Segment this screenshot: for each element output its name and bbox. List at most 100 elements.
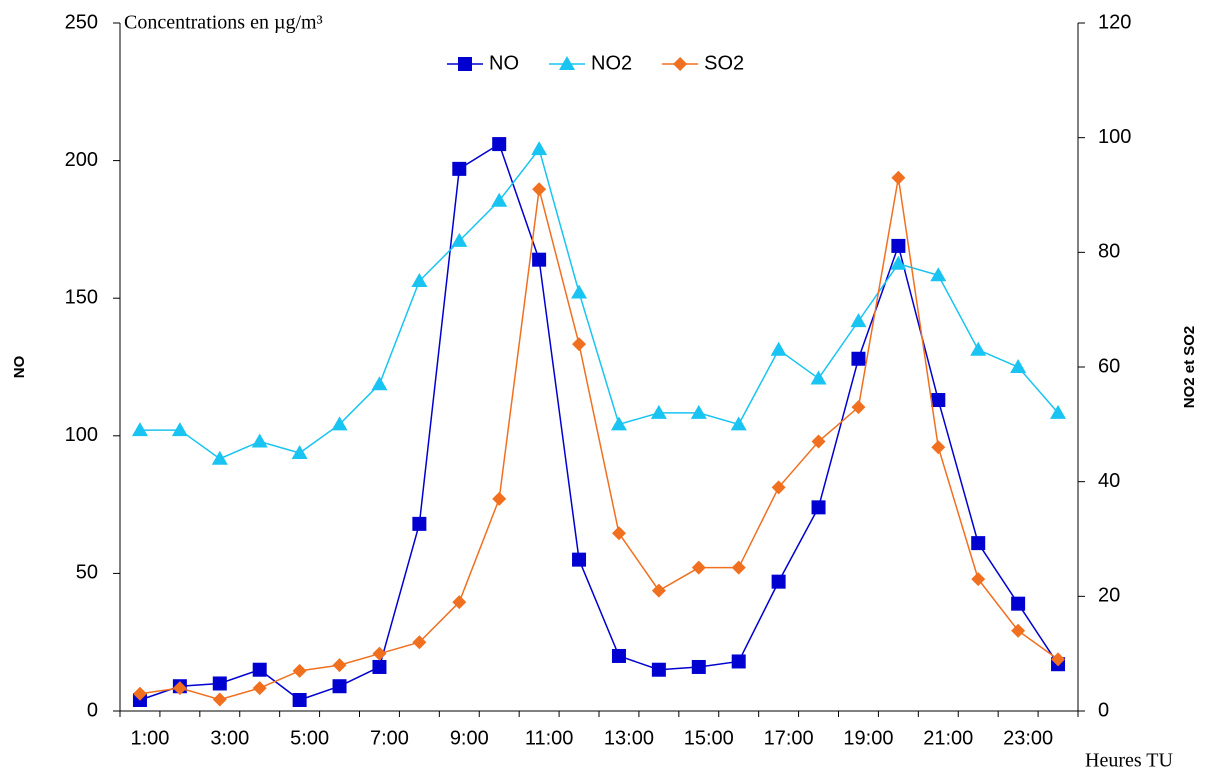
- marker: [372, 659, 387, 674]
- marker: [331, 416, 348, 431]
- marker: [971, 572, 986, 587]
- marker: [651, 662, 666, 677]
- marker: [411, 273, 428, 287]
- marker: [690, 404, 707, 419]
- x-tick-label: 19:00: [843, 727, 893, 749]
- y-tick-label: 150: [65, 286, 98, 308]
- marker: [730, 416, 747, 431]
- x-tick-label: 15:00: [684, 727, 734, 749]
- y2-tick-label: 20: [1098, 585, 1120, 607]
- marker: [372, 646, 387, 661]
- marker: [1011, 623, 1026, 638]
- legend-label: NO: [489, 52, 519, 74]
- marker: [691, 560, 706, 575]
- marker: [851, 400, 866, 415]
- y-tick-label: 0: [87, 699, 98, 721]
- marker: [691, 659, 706, 674]
- marker: [171, 422, 188, 437]
- y-tick-label: 100: [65, 424, 98, 446]
- marker: [810, 370, 827, 385]
- x-tick-label: 3:00: [210, 727, 249, 749]
- legend-marker: [673, 57, 688, 71]
- legend-label: NO2: [591, 52, 632, 74]
- legend-marker: [458, 57, 472, 71]
- marker: [611, 526, 626, 541]
- marker: [1011, 596, 1026, 611]
- marker: [731, 560, 746, 575]
- marker: [451, 232, 468, 247]
- marker: [371, 376, 388, 391]
- y-tick-label: 250: [65, 11, 98, 33]
- x-tick-label: 7:00: [370, 727, 409, 749]
- marker: [292, 692, 307, 707]
- marker: [651, 583, 666, 598]
- marker: [1051, 652, 1066, 667]
- marker: [930, 267, 947, 282]
- y2-tick-label: 120: [1098, 11, 1131, 33]
- marker: [731, 654, 746, 669]
- marker: [492, 137, 507, 152]
- marker: [252, 681, 267, 696]
- x-tick-label: 5:00: [290, 727, 329, 749]
- marker: [771, 480, 786, 495]
- y2-tick-label: 40: [1098, 470, 1120, 492]
- marker: [532, 252, 547, 267]
- marker: [332, 658, 347, 673]
- x-tick-label: 13:00: [604, 727, 654, 749]
- marker: [132, 686, 147, 701]
- series-line: [139, 177, 1059, 701]
- series-line: [139, 142, 1059, 701]
- marker: [851, 351, 866, 366]
- marker: [291, 445, 308, 459]
- marker: [771, 574, 786, 589]
- marker: [131, 422, 148, 437]
- x-tick-label: 21:00: [923, 727, 973, 749]
- marker: [811, 500, 826, 515]
- marker: [931, 393, 946, 408]
- marker: [890, 255, 907, 270]
- marker: [1010, 359, 1027, 373]
- marker: [971, 536, 986, 551]
- marker: [650, 404, 667, 419]
- x-tick-label: 9:00: [450, 727, 489, 749]
- marker: [251, 433, 268, 448]
- x-tick-label: 11:00: [525, 727, 574, 749]
- marker: [212, 676, 227, 691]
- marker: [332, 679, 347, 694]
- marker: [452, 161, 467, 176]
- y2-tick-label: 60: [1098, 355, 1120, 377]
- marker: [292, 663, 307, 678]
- marker: [891, 238, 906, 253]
- marker: [770, 341, 787, 356]
- marker: [931, 440, 946, 455]
- legend-marker: [559, 56, 575, 70]
- marker: [610, 416, 627, 431]
- marker: [252, 662, 267, 677]
- x-axis-label: Heures TU: [1085, 750, 1173, 772]
- y2-tick-label: 80: [1098, 241, 1120, 263]
- x-tick-label: 1:00: [130, 727, 169, 749]
- y2-axis-label: NO2 et SO2: [1181, 326, 1198, 409]
- y-tick-label: 200: [65, 149, 98, 171]
- marker: [1050, 404, 1067, 419]
- annotation: Concentrations en µg/m³: [124, 12, 323, 34]
- y2-tick-label: 100: [1098, 126, 1131, 148]
- marker: [492, 491, 507, 506]
- marker: [211, 450, 228, 465]
- marker: [491, 192, 508, 207]
- marker: [891, 170, 906, 185]
- marker: [572, 552, 587, 567]
- marker: [212, 692, 227, 707]
- series-line: [139, 147, 1059, 460]
- y-tick-label: 50: [76, 562, 98, 584]
- x-tick-label: 17:00: [764, 727, 814, 749]
- x-tick-label: 23:00: [1003, 727, 1053, 749]
- marker: [532, 182, 547, 197]
- marker: [412, 635, 427, 650]
- marker: [412, 516, 427, 531]
- y2-tick-label: 0: [1098, 699, 1109, 721]
- legend-label: SO2: [704, 52, 744, 74]
- marker: [850, 313, 867, 328]
- y-axis-label: NO: [11, 355, 28, 378]
